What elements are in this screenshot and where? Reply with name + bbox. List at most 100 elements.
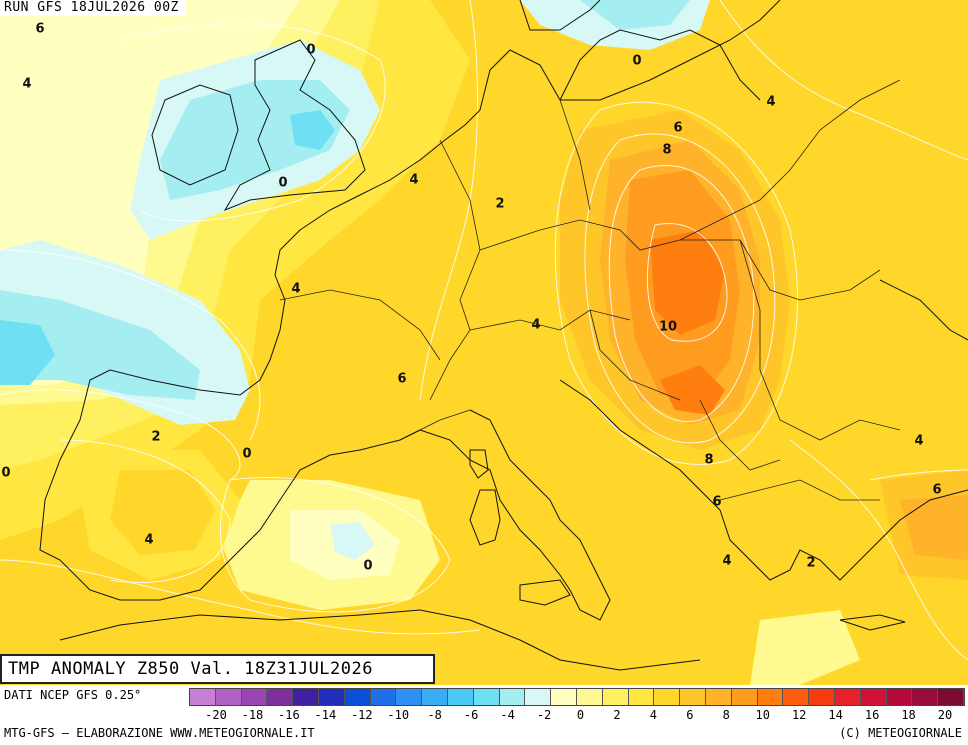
scale-swatch [396, 689, 423, 705]
scale-tick-label: 16 [864, 708, 880, 722]
scale-swatch [473, 689, 500, 705]
scale-swatch [267, 689, 294, 705]
scale-tick-label: -18 [241, 708, 264, 722]
contour-label: 4 [291, 281, 301, 297]
scale-tick-label: 2 [613, 708, 621, 722]
contour-label: 6 [673, 120, 683, 136]
contour-label: 0 [278, 175, 288, 191]
scale-tick-label: -2 [536, 708, 552, 722]
contour-label: 8 [704, 452, 714, 468]
scale-tick-label: 12 [791, 708, 807, 722]
scale-swatch [576, 689, 603, 705]
scale-swatch [731, 689, 758, 705]
contour-label: 4 [409, 172, 419, 188]
scale-swatch [809, 689, 835, 705]
field-med-cool [330, 522, 375, 560]
scale-swatch [370, 689, 397, 705]
scale-tick-label: -4 [500, 708, 515, 722]
coastlines [39, 0, 968, 671]
scale-swatch [525, 689, 552, 705]
isotherms [0, 0, 968, 661]
scale-swatch [293, 689, 319, 705]
contour-label: 2 [806, 555, 816, 571]
field-warm-east-2 [900, 495, 968, 560]
borders [279, 79, 901, 501]
contour-label: 0 [632, 53, 642, 69]
credit-label: MTG-GFS — ELABORAZIONE WWW.METEOGIORNALE… [4, 726, 315, 740]
scale-swatch [886, 689, 913, 705]
scale-swatch [190, 689, 216, 705]
scale-tick-label: 8 [722, 708, 730, 722]
contour-label: 10 [658, 319, 678, 335]
field-hot-core-2 [650, 230, 725, 335]
scale-swatch [499, 689, 526, 705]
field-cool-uk-2 [160, 80, 350, 200]
map-title: TMP ANOMALY Z850 Val. 18Z31JUL2026 [0, 654, 435, 684]
field-cool-uk-core [290, 110, 335, 150]
scale-swatch [447, 689, 474, 705]
scale-tick-label: -6 [463, 708, 479, 722]
scale-tick-label: 20 [937, 708, 953, 722]
scale-tick-label: 10 [755, 708, 770, 722]
scale-swatch [318, 689, 345, 705]
scale-swatch [215, 689, 242, 705]
contour-label: 6 [397, 371, 407, 387]
scale-tick-label: -8 [427, 708, 442, 722]
field-cool-north-2 [580, 0, 690, 30]
scale-swatch [680, 689, 706, 705]
scale-swatch [757, 689, 784, 705]
copyright-label: (C) METEOGIORNALE [839, 726, 962, 740]
contour-label: 6 [35, 21, 45, 37]
scale-tick-label: -20 [205, 708, 227, 722]
field-cold-core [0, 320, 55, 385]
footer: DATI NCEP GFS 0.25° -20 -18 -16 -14 -12 -10 -8… [0, 685, 968, 745]
map-canvas: RUN GFS 18JUL2026 00Z 6 0 4 0 0 4 6 8 4 2 4 4 10 6 2 0 0… [0, 0, 968, 685]
contour-label: 4 [722, 553, 732, 569]
scale-tick-label: -14 [314, 708, 337, 722]
contour-label: 8 [662, 142, 672, 158]
scale-tick-label: 4 [649, 708, 658, 722]
contour-label: 0 [1, 465, 11, 481]
contour-label: 2 [495, 196, 505, 212]
scale-swatch [344, 689, 371, 705]
contour-label: 0 [242, 446, 252, 462]
data-source-label: DATI NCEP GFS 0.25° [4, 688, 142, 702]
scale-swatch [422, 689, 448, 705]
contour-label: 4 [22, 76, 32, 92]
scale-swatch [912, 689, 939, 705]
scale-swatch [241, 689, 268, 705]
scale-swatch [654, 689, 681, 705]
scale-swatch [551, 689, 577, 705]
field-libya [750, 610, 860, 685]
anomaly-map [0, 0, 968, 685]
scale-tick-label: -12 [350, 708, 373, 722]
scale-swatch [860, 689, 887, 705]
contour-label: 4 [144, 532, 154, 548]
scale-swatch [628, 689, 655, 705]
scale-tick-label: 6 [686, 708, 694, 722]
contour-label: 6 [712, 494, 722, 510]
contour-label: 0 [363, 558, 373, 574]
scale-tick-label: 0 [576, 708, 585, 722]
contour-label: 2 [151, 429, 161, 445]
scale-swatch [602, 689, 629, 705]
scale-tick-label: -10 [387, 708, 410, 722]
contour-label: 4 [531, 317, 541, 333]
run-label: RUN GFS 18JUL2026 00Z [0, 0, 185, 16]
contour-label: 4 [766, 94, 776, 110]
contour-label: 6 [932, 482, 942, 498]
field-iberia-2 [110, 470, 215, 555]
color-scale [189, 688, 965, 706]
color-scale-ticks: -20 -18 -16 -14 -12 -10 -8 -6 -4 -2 0 2 4 6 8 10 12 14 16 1… [189, 708, 965, 724]
scale-tick-label: 14 [828, 708, 843, 722]
scale-tick-label: -16 [278, 708, 300, 722]
scale-swatch [783, 689, 810, 705]
scale-swatch [834, 689, 861, 705]
contour-label: 0 [306, 42, 316, 58]
contour-label: 4 [914, 433, 924, 449]
scale-swatch [705, 689, 732, 705]
field-hot-core-3 [660, 365, 725, 415]
scale-tick-label: 18 [901, 708, 916, 722]
scale-swatch [938, 689, 964, 705]
field-cool-atlantic-2 [0, 290, 200, 400]
